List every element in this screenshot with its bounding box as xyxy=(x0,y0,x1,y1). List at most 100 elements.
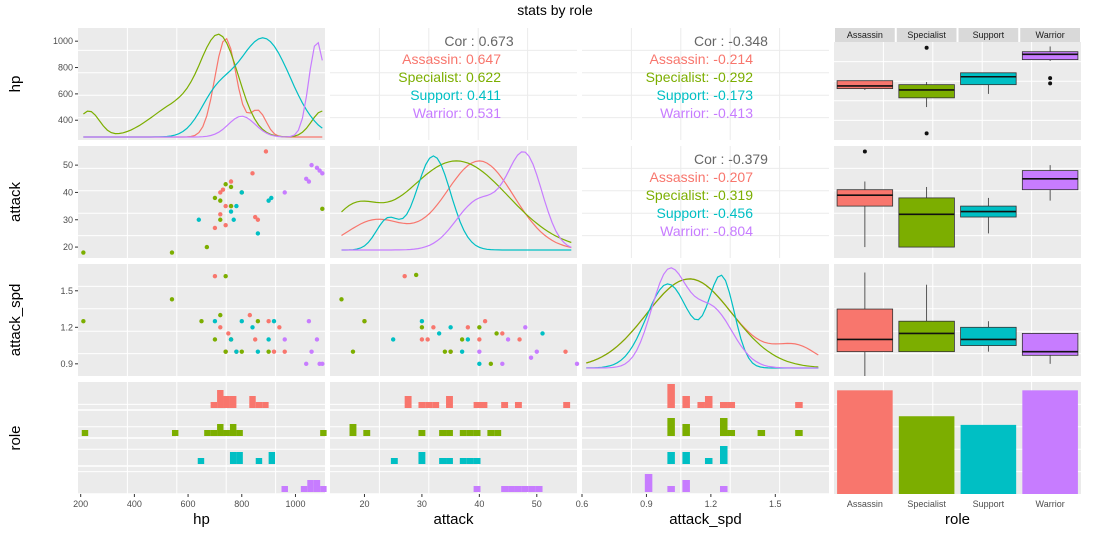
x-tick-label-role: Assassin xyxy=(847,499,883,509)
hist-bar-Assassin xyxy=(229,396,237,408)
point-hp-attack-spd xyxy=(169,297,175,302)
point-hp-attack xyxy=(228,184,234,190)
correlation-Specialist: Specialist: -0.292 xyxy=(646,69,754,85)
box-attack-Assassin xyxy=(836,189,894,207)
matrix-panels: Assassin Specialist Support Warrior Cor : 0.… xyxy=(78,28,1081,495)
x-tick-label: 600 xyxy=(181,499,196,509)
hist-bar-Specialist xyxy=(682,424,690,436)
box-attack_spd-Support xyxy=(960,326,1017,346)
point-attack-attack-spd xyxy=(448,349,453,354)
point-attack-attack-spd xyxy=(419,319,425,324)
point-hp-attack-spd xyxy=(212,337,218,342)
point-hp-attack-spd xyxy=(212,273,218,279)
point-attack-attack-spd xyxy=(465,325,471,330)
box-hp-Specialist xyxy=(898,84,955,99)
gridlines xyxy=(582,28,829,140)
hist-bar-Support xyxy=(446,458,453,464)
hist-bar-Support xyxy=(704,458,713,464)
panel-attack-hp xyxy=(78,146,325,258)
bar-role-Warrior xyxy=(1022,390,1078,494)
x-tick-label-role: Support xyxy=(973,499,1005,509)
point-hp-attack xyxy=(196,217,202,222)
point-attack-attack-spd xyxy=(494,331,499,336)
point-hp-attack xyxy=(234,203,239,209)
gridlines xyxy=(78,28,325,140)
y-axis-title-attack: attack xyxy=(7,181,24,222)
hist-bar-Assassin xyxy=(501,402,509,408)
outlier-attack-Assassin xyxy=(862,149,867,154)
hist-bar-Assassin xyxy=(704,396,713,408)
bar-role-Specialist xyxy=(898,416,955,494)
point-hp-attack-spd xyxy=(226,331,231,336)
hist-bar-Warrior xyxy=(320,486,327,492)
point-hp-attack-spd xyxy=(271,349,277,354)
point-hp-attack-spd xyxy=(320,361,325,367)
point-attack-attack-spd xyxy=(459,349,465,354)
density-attack-spd-Warrior xyxy=(586,267,819,369)
point-attack-attack-spd xyxy=(436,331,442,336)
point-hp-attack xyxy=(228,209,234,214)
density-attack-Warrior xyxy=(341,151,572,251)
x-axis-title-attack: attack xyxy=(433,511,474,528)
point-hp-attack xyxy=(218,190,223,195)
point-hp-attack xyxy=(320,206,325,212)
hist-bar-Assassin xyxy=(432,402,440,408)
point-hp-attack xyxy=(223,182,228,187)
outlier-hp-Specialist xyxy=(924,45,929,50)
point-attack-attack-spd xyxy=(500,331,505,336)
hist-bar-Specialist xyxy=(229,424,237,436)
point-attack-attack-spd xyxy=(534,349,539,354)
x-axis-title-hp: hp xyxy=(193,511,210,528)
point-attack-attack-spd xyxy=(419,337,425,342)
y-tick-label: 1.2 xyxy=(60,322,73,332)
x-tick-label: 800 xyxy=(234,499,249,509)
panel-attack_spd-attack xyxy=(330,264,577,376)
box-attack_spd-Assassin xyxy=(836,308,894,353)
hist-bar-Warrior xyxy=(281,486,288,492)
point-hp-attack xyxy=(250,171,255,176)
point-attack-attack-spd xyxy=(425,337,430,342)
correlation-Assassin: Assassin: -0.207 xyxy=(650,169,754,185)
x-tick-label-role: Warrior xyxy=(1036,499,1065,509)
hist-bar-Support xyxy=(268,452,276,464)
x-tick-label: 1.5 xyxy=(769,499,782,509)
point-hp-attack xyxy=(282,190,287,195)
gridlines xyxy=(330,264,577,376)
point-attack-attack-spd xyxy=(477,337,482,342)
point-hp-attack-spd xyxy=(239,349,244,354)
point-attack-attack-spd xyxy=(448,325,453,330)
point-hp-attack xyxy=(169,250,175,255)
y-tick-label: 30 xyxy=(63,215,73,225)
hist-bar-Specialist xyxy=(719,418,728,436)
point-hp-attack-spd xyxy=(218,312,223,318)
chart-title: stats by role xyxy=(517,2,593,18)
point-hp-attack xyxy=(220,187,226,192)
hist-bar-Specialist xyxy=(236,430,243,436)
strip-label-Assassin: Assassin xyxy=(847,30,883,40)
y-tick-label: 0.9 xyxy=(60,359,73,369)
correlation-Warrior: Warrior: -0.804 xyxy=(660,223,753,239)
point-hp-attack-spd xyxy=(266,337,271,342)
x-tick-label: 20 xyxy=(359,499,369,509)
x-tick-label: 0.9 xyxy=(640,499,653,509)
hist-bar-Assassin xyxy=(727,402,736,408)
axis-labels: 200 400 600 800 1000 20 30 40 50 0.6 0.9 1.2 1.5 Assa… xyxy=(7,36,1065,528)
point-hp-attack xyxy=(204,244,210,250)
hist-bar-Assassin xyxy=(795,402,803,408)
box-hp-Warrior xyxy=(1021,51,1079,61)
point-hp-attack-spd xyxy=(223,349,228,354)
strip-Warrior xyxy=(1020,28,1080,42)
x-axis-title-attack_spd: attack_spd xyxy=(669,511,742,528)
hist-bar-Specialist xyxy=(494,430,502,436)
point-attack-attack-spd xyxy=(574,361,580,367)
hist-bar-Support xyxy=(466,458,474,464)
x-tick-label: 200 xyxy=(73,499,88,509)
outlier-hp-Specialist xyxy=(924,131,929,136)
hist-bar-Support xyxy=(667,452,675,464)
point-hp-attack xyxy=(255,231,261,236)
hist-bar-Specialist xyxy=(487,430,495,436)
point-hp-attack-spd xyxy=(252,337,258,342)
hist-bar-Warrior xyxy=(644,474,653,492)
correlation-overall: Cor : -0.348 xyxy=(694,33,768,49)
hist-bar-Assassin xyxy=(563,402,571,408)
